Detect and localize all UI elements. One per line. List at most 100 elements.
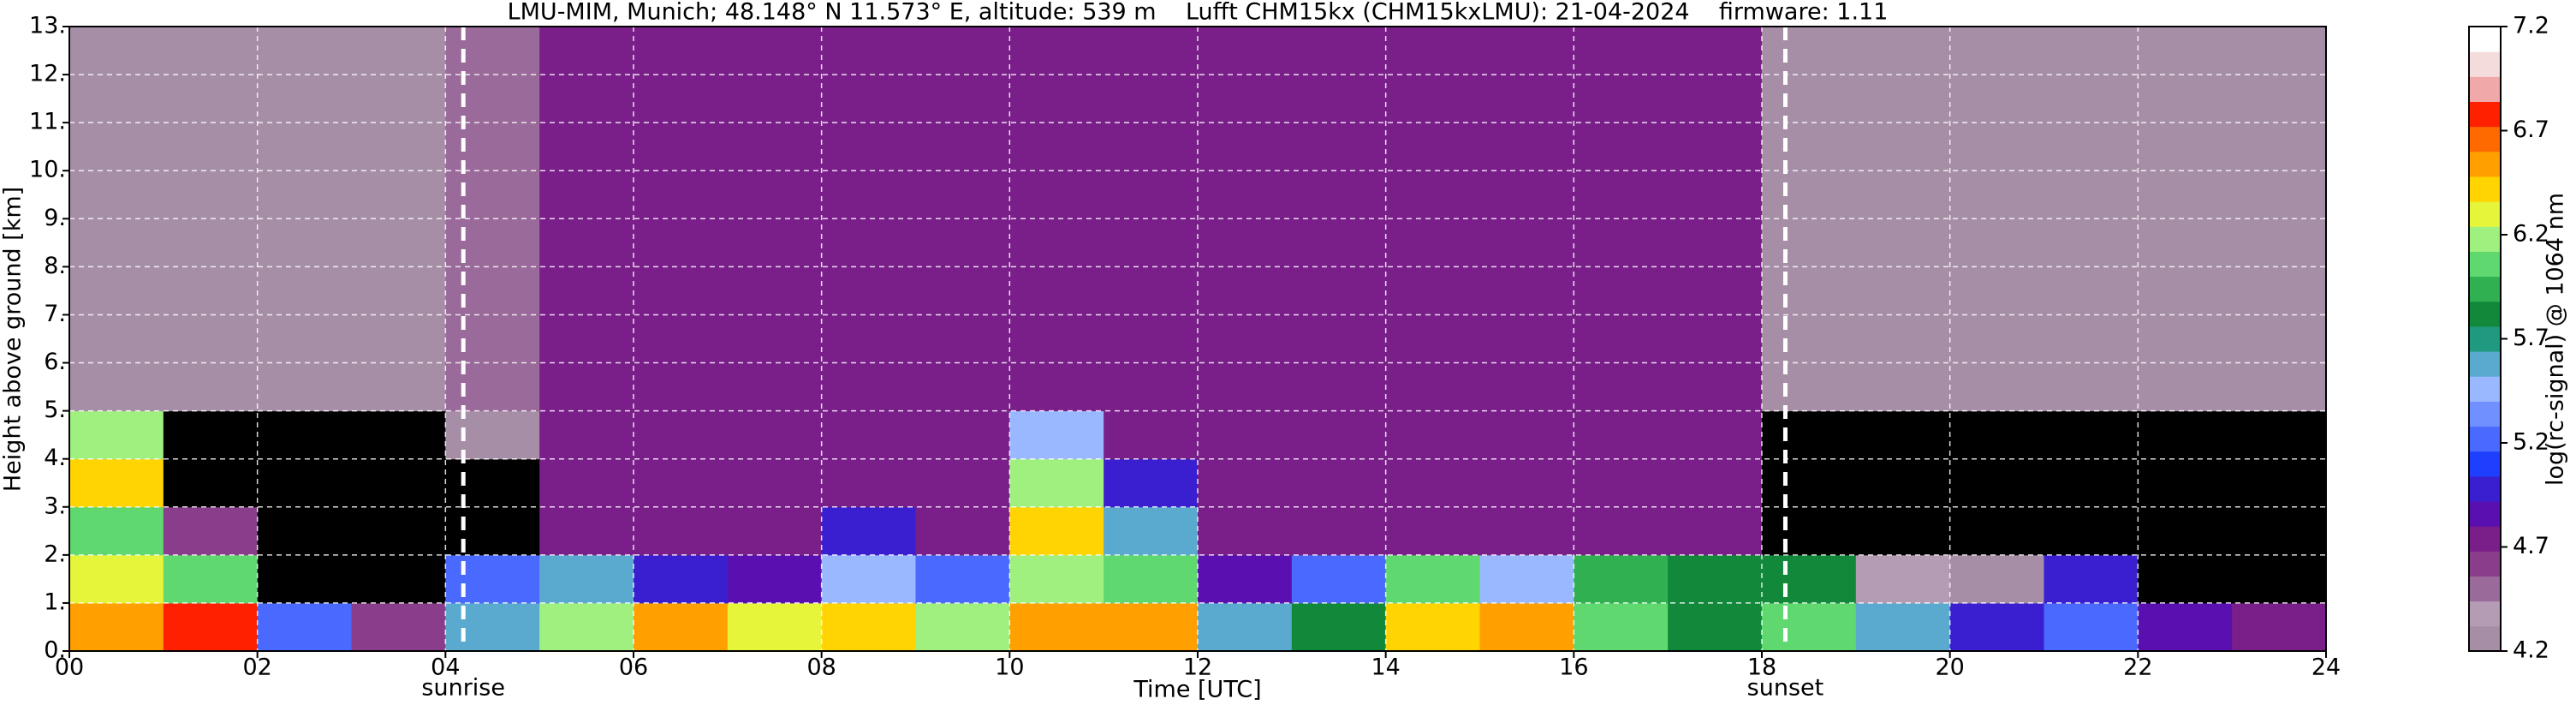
heatmap-cell xyxy=(1949,218,2044,267)
y-tick-label: 10. xyxy=(29,157,66,183)
heatmap-cell xyxy=(1668,362,1763,412)
colorbar-segment xyxy=(2469,51,2501,77)
heatmap-cell xyxy=(257,27,352,75)
heatmap-cell xyxy=(1385,410,1480,460)
heatmap-cell xyxy=(1479,602,1574,652)
heatmap-cell xyxy=(821,506,916,556)
heatmap-cell xyxy=(1291,458,1387,508)
heatmap-cell xyxy=(2138,554,2233,604)
heatmap-cell xyxy=(69,170,164,219)
heatmap-cell xyxy=(2044,554,2139,604)
heatmap-cell xyxy=(727,458,823,508)
heatmap-cell xyxy=(1009,218,1104,267)
colorbar-segment xyxy=(2469,301,2501,327)
heatmap-cell xyxy=(163,458,259,508)
heatmap-cell xyxy=(69,362,164,412)
heatmap-cell xyxy=(351,75,446,123)
heatmap-cell xyxy=(539,75,634,123)
heatmap-cell xyxy=(1009,554,1104,604)
heatmap-cell xyxy=(2044,458,2139,508)
heatmap-cell xyxy=(69,314,164,364)
heatmap-cell xyxy=(1104,27,1199,75)
heatmap-cell xyxy=(1009,362,1104,412)
heatmap-cell xyxy=(821,27,916,75)
x-tick-label: 12 xyxy=(1183,654,1212,681)
colorbar-tick-label: 6.7 xyxy=(2513,117,2549,143)
heatmap-cell xyxy=(727,27,823,75)
heatmap-cell xyxy=(1668,314,1763,364)
heatmap-cell xyxy=(634,506,729,556)
y-tick-label: 1. xyxy=(44,589,66,615)
x-tick-label: 16 xyxy=(1559,654,1588,681)
heatmap-cell xyxy=(1762,75,1857,123)
x-tick-label: 08 xyxy=(806,654,836,681)
heatmap-cell xyxy=(1291,218,1387,267)
heatmap-cell xyxy=(915,122,1010,171)
heatmap-cell xyxy=(1855,266,1951,315)
heatmap-cell xyxy=(69,506,164,556)
y-tick-label: 12. xyxy=(29,61,66,87)
heatmap-cell xyxy=(2044,122,2139,171)
heatmap-cell xyxy=(1668,602,1763,652)
heatmap-cell xyxy=(634,554,729,604)
heatmap-cell xyxy=(1949,75,2044,123)
heatmap-cell xyxy=(1855,27,1951,75)
y-tick-label: 11. xyxy=(29,109,66,135)
heatmap-cell xyxy=(1668,27,1763,75)
heatmap-cell xyxy=(2044,602,2139,652)
heatmap-cell xyxy=(634,170,729,219)
heatmap-cell xyxy=(1385,362,1480,412)
heatmap-cell xyxy=(1574,170,1669,219)
heatmap-cell xyxy=(539,218,634,267)
heatmap-cell xyxy=(1949,362,2044,412)
heatmap-cell xyxy=(1198,218,1293,267)
heatmap-cell xyxy=(351,410,446,460)
heatmap-cell xyxy=(727,75,823,123)
heatmap-cell xyxy=(1949,458,2044,508)
heatmap-cell xyxy=(257,170,352,219)
heatmap-cell xyxy=(727,122,823,171)
heatmap-cell xyxy=(1385,218,1480,267)
heatmap-cell xyxy=(1762,170,1857,219)
heatmap-cell xyxy=(915,75,1010,123)
colorbar-segment xyxy=(2469,576,2501,602)
heatmap-cell xyxy=(915,218,1010,267)
y-tick-label: 6. xyxy=(44,349,66,375)
colorbar-segment xyxy=(2469,276,2501,302)
heatmap-cell xyxy=(1009,266,1104,315)
heatmap-cell xyxy=(1949,554,2044,604)
heatmap-cell xyxy=(445,122,540,171)
heatmap-cell xyxy=(1949,170,2044,219)
heatmap-cell xyxy=(351,506,446,556)
heatmap-cell xyxy=(915,410,1010,460)
heatmap-cell xyxy=(1574,218,1669,267)
heatmap-cell xyxy=(539,27,634,75)
heatmap-cell xyxy=(1009,170,1104,219)
heatmap-cell xyxy=(1385,314,1480,364)
heatmap-cell xyxy=(163,218,259,267)
colorbar-segment xyxy=(2469,401,2501,427)
chart-title: LMU-MIM, Munich; 48.148° N 11.573° E, al… xyxy=(508,0,1889,26)
heatmap-cell xyxy=(634,602,729,652)
heatmap-cell xyxy=(1479,554,1574,604)
heatmap-cell xyxy=(1009,75,1104,123)
heatmap-cell xyxy=(1668,218,1763,267)
heatmap-cell xyxy=(821,170,916,219)
colorbar-tick-label: 7.2 xyxy=(2513,13,2549,39)
heatmap-cell xyxy=(2044,314,2139,364)
heatmap-cell xyxy=(1291,314,1387,364)
heatmap-cell xyxy=(1574,362,1669,412)
heatmap-cell xyxy=(727,554,823,604)
x-tick-label: 24 xyxy=(2311,654,2341,681)
heatmap-cell xyxy=(1762,602,1857,652)
x-tick-label: 06 xyxy=(619,654,648,681)
heatmap-cell xyxy=(1949,27,2044,75)
heatmap-cell xyxy=(1385,554,1480,604)
heatmap-cell xyxy=(1762,410,1857,460)
heatmap-cell xyxy=(1479,314,1574,364)
heatmap-cell xyxy=(1104,554,1199,604)
heatmap-cell xyxy=(539,314,634,364)
heatmap-cell xyxy=(1198,362,1293,412)
colorbar-segment xyxy=(2469,475,2501,502)
y-tick-label: 9. xyxy=(44,205,66,231)
